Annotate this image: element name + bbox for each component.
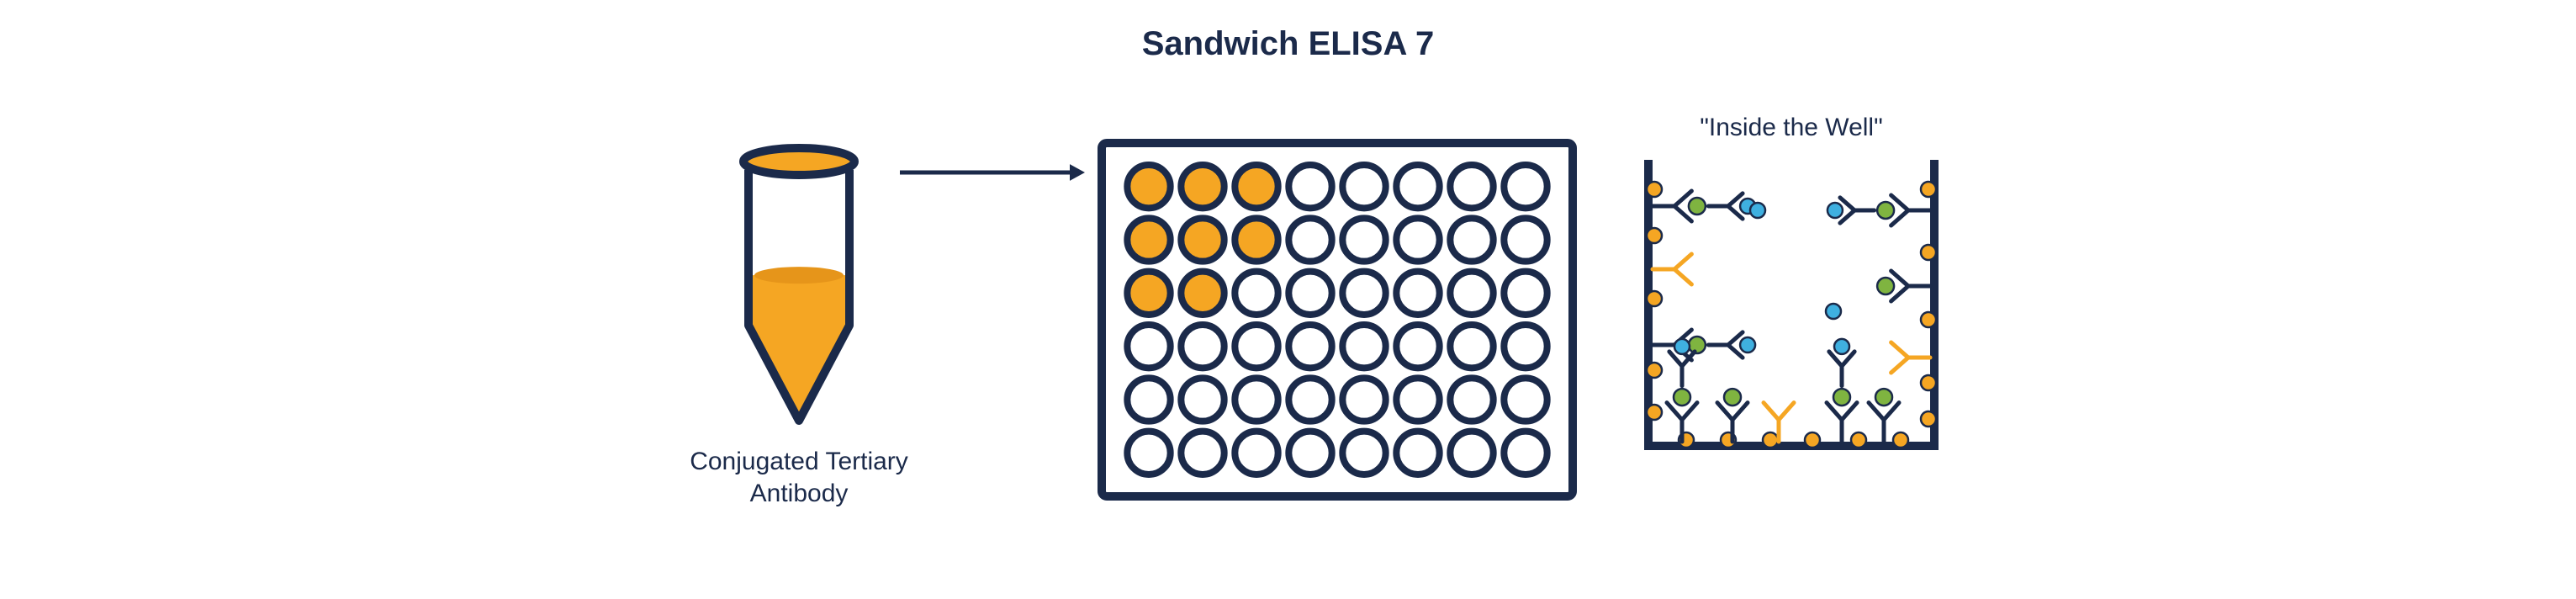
tube-meniscus [754,267,844,284]
plate-frame [1102,143,1573,496]
plate-well [1235,165,1277,208]
plate-well [1288,272,1331,315]
plate-well [1288,165,1331,208]
coating-spot [1805,432,1820,448]
coating-spot [1647,228,1662,243]
plate-well [1235,378,1277,421]
coating-spot [1893,432,1908,448]
antigen-dot [1689,198,1706,215]
antigen-dot [1724,389,1741,406]
plate-well [1504,325,1547,368]
plate-well [1181,165,1224,208]
plate-well [1288,325,1331,368]
coating-spot [1647,363,1662,378]
antigen-dot [1875,389,1892,406]
plate-well [1396,325,1439,368]
plate-well [1342,218,1385,261]
plate-well [1396,272,1439,315]
plate-well [1450,218,1493,261]
tube-fluid [753,275,845,421]
coating-spot [1921,312,1936,327]
plate-well [1450,272,1493,315]
plate-well [1181,378,1224,421]
plate-well [1504,165,1547,208]
plate-well [1127,432,1170,474]
plate-well [1342,325,1385,368]
plate-well [1181,325,1224,368]
plate-well [1235,272,1277,315]
plate-well [1181,432,1224,474]
antibody-icon [1891,342,1930,373]
secondary-antibody-icon [1829,339,1854,386]
plate-well [1450,432,1493,474]
arrow-head [1070,164,1085,181]
plate-well [1396,218,1439,261]
coating-spot [1921,411,1936,427]
antigen-dot [1689,337,1706,353]
plate-well [1288,432,1331,474]
secondary-antibody-icon [1708,332,1755,358]
plate-well [1181,218,1224,261]
plate-well [1450,325,1493,368]
coating-spot [1921,375,1936,390]
coating-spot [1647,405,1662,420]
plate-well [1288,218,1331,261]
coating-spot [1763,432,1778,448]
plate-well [1450,165,1493,208]
plate-well [1504,432,1547,474]
plate-well [1235,218,1277,261]
antigen-dot [1833,389,1850,406]
antigen-dot [1674,389,1690,406]
coating-spot [1647,291,1662,306]
plate-well [1342,165,1385,208]
plate-well [1504,378,1547,421]
coating-spot [1921,245,1936,260]
plate-well [1127,218,1170,261]
plate-well [1288,378,1331,421]
antibody-icon [1653,254,1691,284]
coating-spot [1647,182,1662,197]
coating-spot [1921,182,1936,197]
tube-cap [743,148,854,175]
plate-well [1127,165,1170,208]
antibody-icon [1891,271,1930,301]
secondary-antibody-icon [1708,193,1755,219]
coating-spot [1851,432,1866,448]
plate-well [1127,378,1170,421]
plate-well [1396,165,1439,208]
plate-well [1127,272,1170,315]
plate-well [1504,218,1547,261]
antigen-dot [1877,278,1894,294]
plate-well [1450,378,1493,421]
plate-well [1396,432,1439,474]
plate-well [1235,325,1277,368]
plate-well [1396,378,1439,421]
free-conjugate-dot [1826,304,1841,319]
plate-well [1235,432,1277,474]
plate-well [1504,272,1547,315]
plate-well [1342,272,1385,315]
plate-well [1342,378,1385,421]
plate-well [1127,325,1170,368]
antigen-dot [1877,202,1894,219]
antibody-icon [1891,195,1930,225]
plate-well [1342,432,1385,474]
secondary-antibody-icon [1828,198,1875,223]
diagram-canvas: Sandwich ELISA 7 Conjugated TertiaryAnti… [0,0,2576,599]
diagram-svg [0,0,2576,599]
plate-well [1181,272,1224,315]
free-conjugate-dot [1750,203,1765,218]
